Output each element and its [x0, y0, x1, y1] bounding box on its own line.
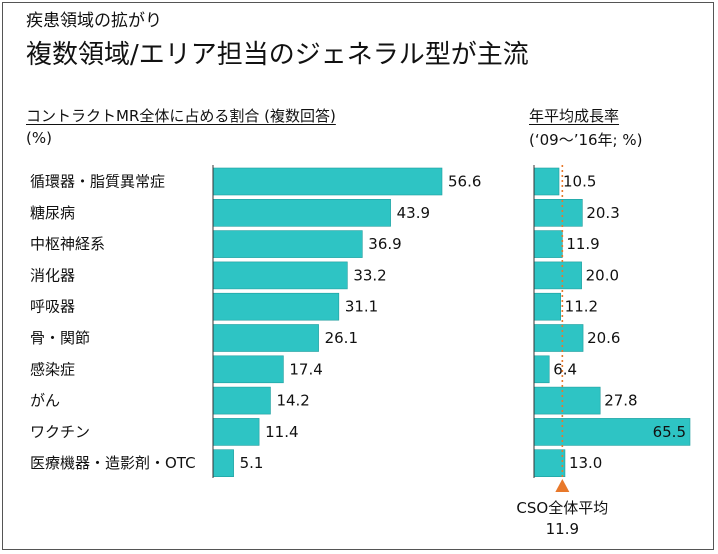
share-bar: [212, 261, 348, 290]
growth-bar: [533, 199, 583, 227]
category-label: 循環器・脂質異常症: [30, 173, 165, 191]
growth-bar: [533, 418, 691, 446]
share-bar: [212, 386, 271, 415]
category-label: がん: [30, 392, 60, 410]
share-bar: [212, 167, 443, 196]
share-value-label: 26.1: [325, 329, 358, 347]
growth-value-label: 11.2: [565, 298, 598, 316]
growth-bar: [533, 324, 584, 352]
share-value-label: 36.9: [368, 235, 401, 253]
reference-value: 11.9: [546, 520, 579, 538]
category-label: ワクチン: [30, 423, 90, 441]
growth-bar: [533, 167, 560, 196]
growth-bar: [533, 292, 561, 321]
share-value-label: 33.2: [353, 266, 386, 284]
chart-subtitle: 疾患領域の拡がり: [26, 11, 162, 31]
growth-value-label: 20.3: [586, 204, 619, 222]
growth-value-label: 10.5: [563, 173, 596, 191]
left-panel-unit: (%): [26, 129, 52, 147]
growth-value-label: 6.4: [553, 360, 577, 378]
share-bar: [212, 199, 391, 227]
growth-bar: [533, 386, 601, 415]
share-value-label: 14.2: [276, 392, 309, 410]
growth-bar: [533, 355, 550, 384]
left-panel-header: コントラクトMR全体に占める割合 (複数回答): [26, 107, 336, 125]
category-label: 呼吸器: [30, 298, 75, 316]
category-label: 骨・関節: [30, 329, 90, 347]
category-label: 感染症: [30, 360, 75, 378]
growth-value-label: 65.5: [653, 423, 686, 441]
category-label: 医療機器・造影剤・OTC: [30, 454, 196, 472]
share-value-label: 56.6: [448, 173, 481, 191]
growth-value-label: 13.0: [569, 454, 602, 472]
growth-value-label: 20.6: [587, 329, 620, 347]
growth-value-label: 27.8: [604, 392, 637, 410]
share-bar: [212, 324, 319, 352]
share-bar: [212, 292, 340, 321]
share-value-label: 31.1: [345, 298, 378, 316]
category-label: 消化器: [30, 266, 75, 284]
share-bar: [212, 418, 260, 446]
right-panel-unit: (‘09～’16年; %): [529, 131, 643, 149]
share-bar: [212, 230, 363, 258]
share-value-label: 17.4: [289, 360, 322, 378]
share-bar: [212, 355, 284, 384]
category-label: 中枢神経系: [30, 235, 105, 253]
growth-bar: [533, 261, 582, 290]
right-panel-header: 年平均成長率: [529, 107, 620, 125]
growth-bar: [533, 230, 563, 258]
category-label: 糖尿病: [30, 204, 75, 222]
growth-value-label: 20.0: [586, 266, 619, 284]
reference-marker: [555, 479, 570, 492]
reference-label: CSO全体平均: [516, 499, 608, 517]
growth-bar: [533, 449, 566, 478]
share-value-label: 5.1: [240, 454, 264, 472]
growth-value-label: 11.9: [566, 235, 599, 253]
share-value-label: 11.4: [265, 423, 298, 441]
chart-title: 複数領域/エリア担当のジェネラル型が主流: [26, 40, 529, 70]
share-value-label: 43.9: [397, 204, 430, 222]
share-bar: [212, 449, 234, 478]
